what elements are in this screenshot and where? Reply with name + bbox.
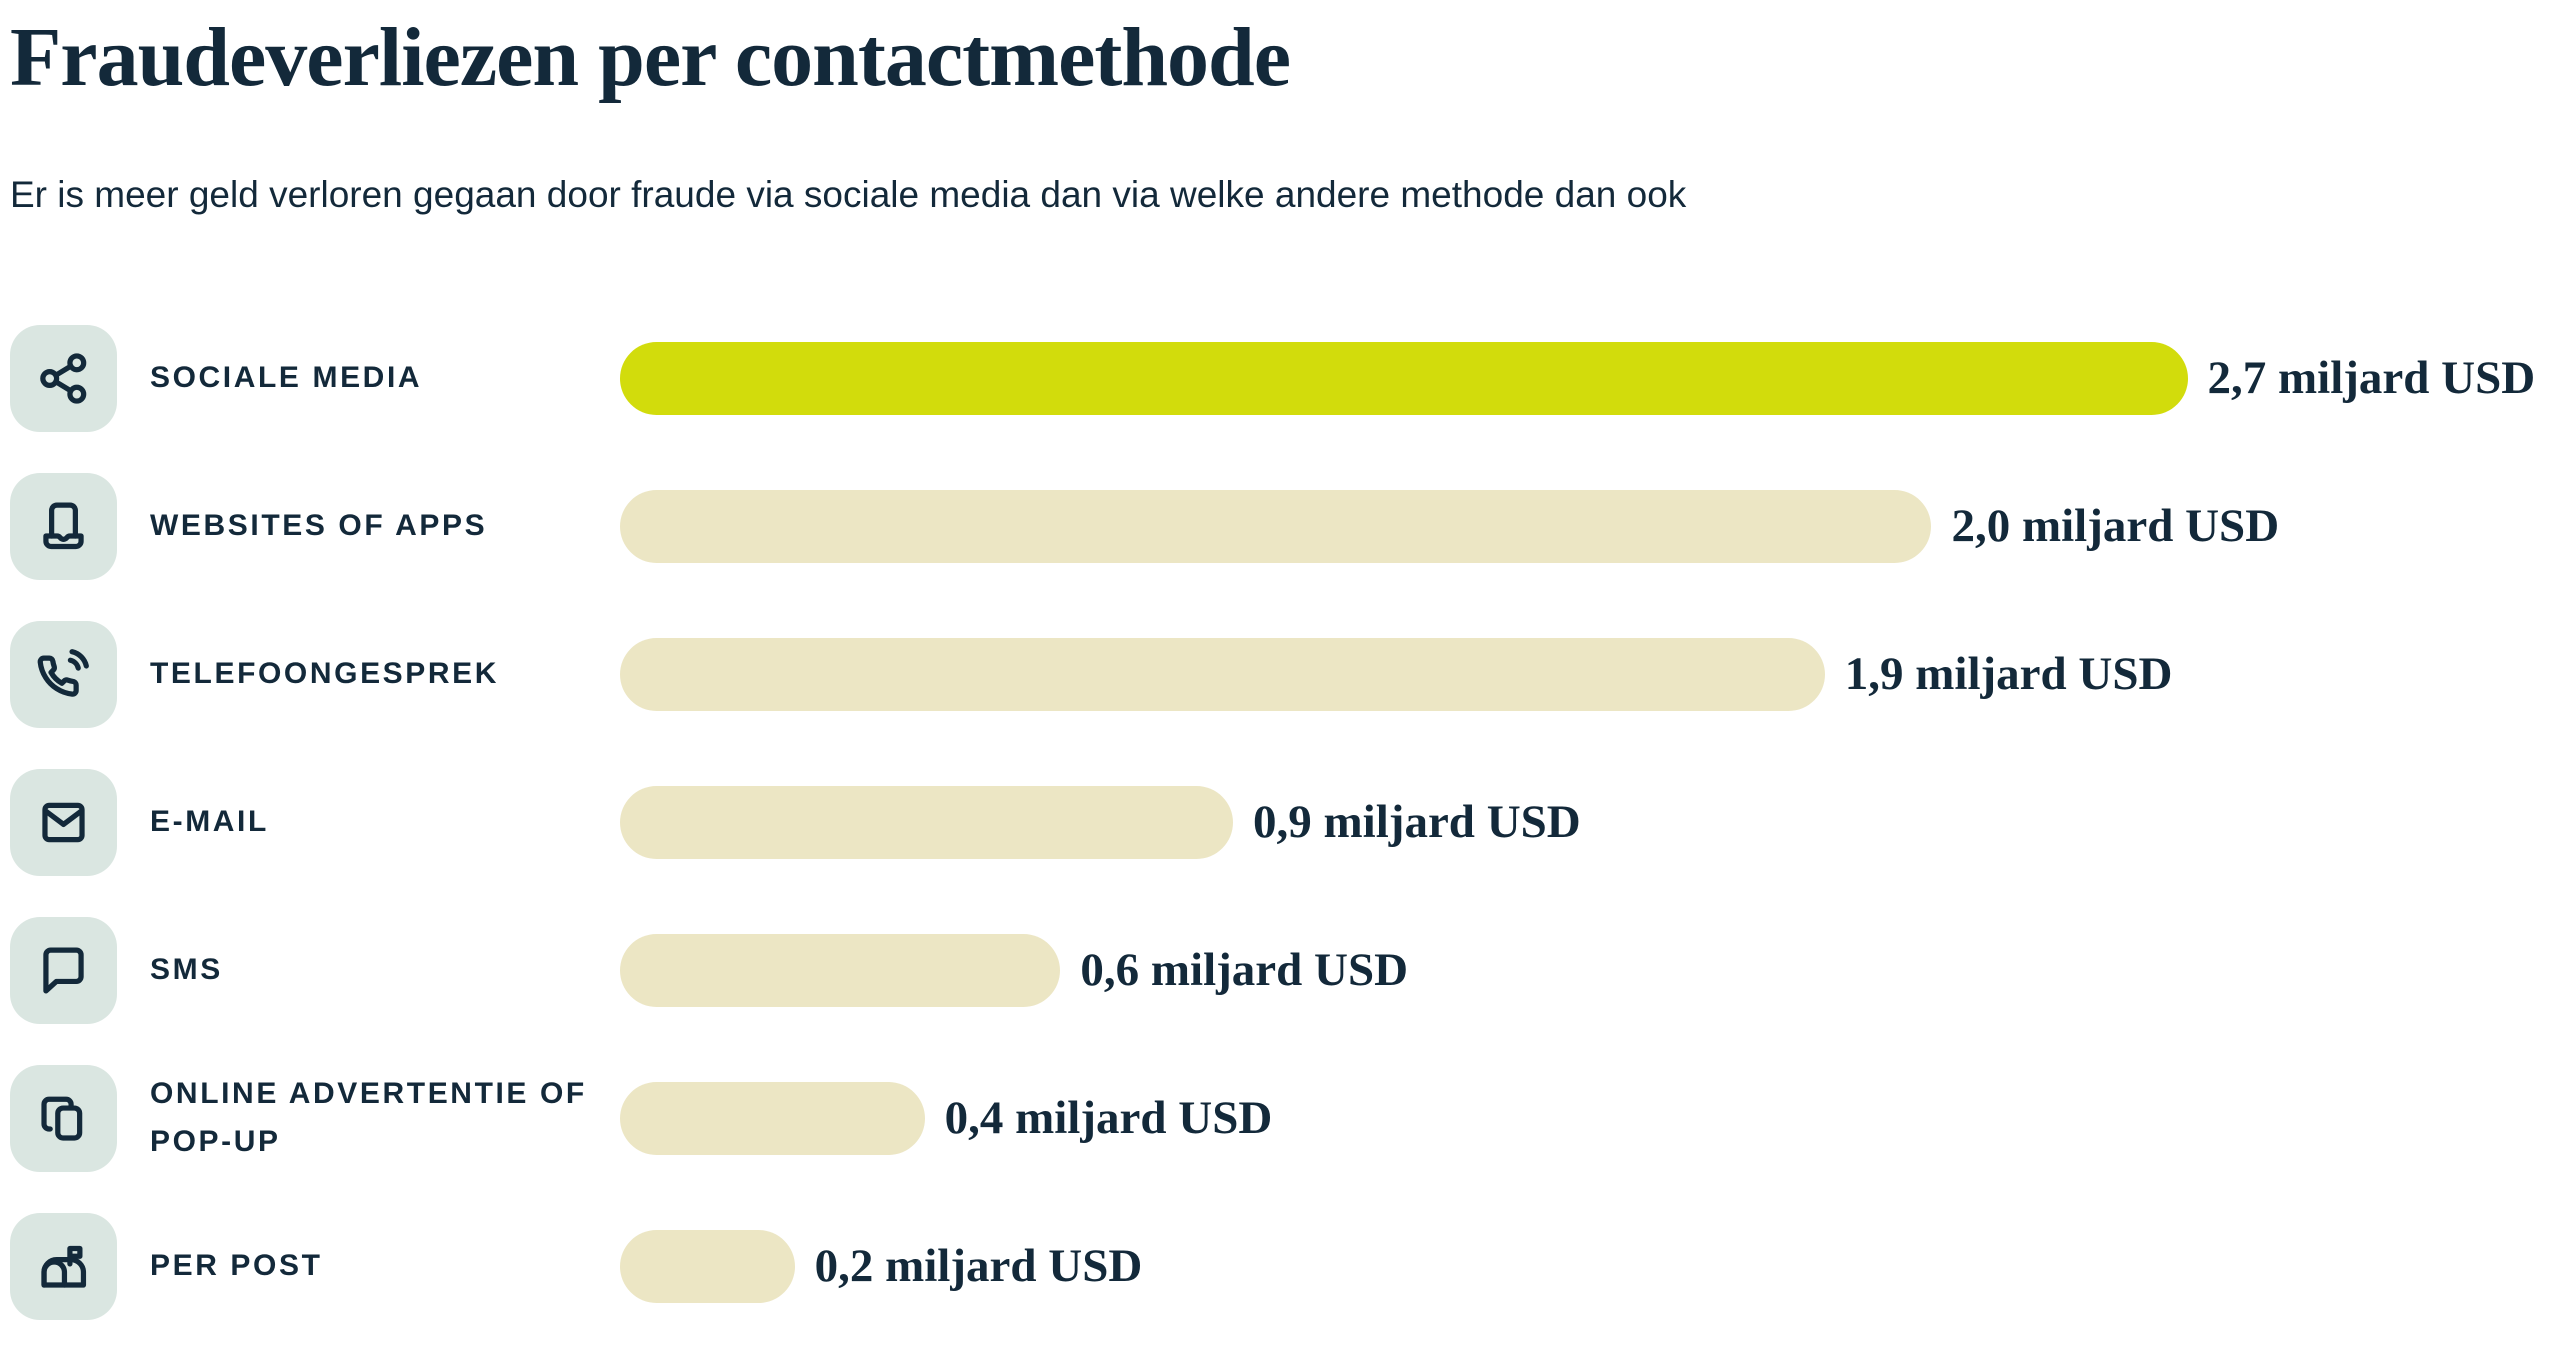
copy-windows-icon — [41, 1096, 83, 1141]
chart-row-sociale-media: SOCIALE MEDIA 2,7 miljard USD — [10, 324, 2560, 432]
bar — [620, 341, 2188, 415]
icon-tile — [10, 620, 117, 728]
bar — [620, 489, 1932, 563]
chart-row-per-post: PER POST 0,2 miljard USD — [10, 1212, 2560, 1320]
chart-row-sms: SMS 0,6 miljard USD — [10, 916, 2560, 1024]
chart-row-telefoongesprek: TELEFOONGESPREK 1,9 miljard USD — [10, 620, 2560, 728]
bar-value: 0,9 miljard USD — [1253, 796, 1581, 849]
mail-icon — [42, 802, 85, 843]
bar-value: 0,6 miljard USD — [1080, 944, 1409, 997]
bar — [620, 785, 1234, 859]
chart-row-websites-of-apps: WEBSITES OF APPS 2,0 miljard USD — [10, 472, 2560, 580]
icon-tile — [10, 472, 117, 580]
category-label: TELEFOONGESPREK — [150, 657, 500, 691]
bar — [620, 1081, 925, 1155]
bar — [620, 1229, 795, 1303]
page-title: Fraudeverliezen per contactmethode — [10, 11, 1291, 104]
message-bubble-icon — [43, 947, 84, 994]
bar-value: 2,0 miljard USD — [1951, 500, 2280, 553]
laptop-icon — [43, 502, 84, 549]
category-label: SMS — [150, 953, 223, 987]
phone-call-icon — [37, 648, 89, 697]
category-label: E-MAIL — [150, 805, 269, 839]
icon-tile — [10, 1212, 117, 1320]
category-label: ONLINE ADVERTENTIE OF POP-UP — [150, 1077, 587, 1159]
mailbox-icon — [41, 1245, 87, 1288]
bar-value: 1,9 miljard USD — [1844, 648, 2173, 701]
category-label: SOCIALE MEDIA — [150, 361, 423, 395]
bar — [620, 637, 1825, 711]
icon-tile — [10, 1064, 117, 1172]
chart-row-online-advertentie: ONLINE ADVERTENTIE OF POP-UP 0,4 miljard… — [10, 1064, 2560, 1172]
category-label: PER POST — [150, 1249, 323, 1283]
bar-chart: SOCIALE MEDIA 2,7 miljard USD WEBSITES O… — [10, 324, 2560, 1320]
bar-value: 0,4 miljard USD — [944, 1092, 1273, 1145]
icon-tile — [10, 768, 117, 876]
category-label: WEBSITES OF APPS — [150, 509, 488, 543]
share-icon — [40, 353, 87, 404]
bar-value: 2,7 miljard USD — [2207, 352, 2536, 405]
bar-value: 0,2 miljard USD — [814, 1240, 1143, 1293]
page-subtitle: Er is meer geld verloren gegaan door fra… — [10, 173, 1687, 215]
bar — [620, 933, 1061, 1007]
chart-row-email: E-MAIL 0,9 miljard USD — [10, 768, 2560, 876]
icon-tile — [10, 916, 117, 1024]
icon-tile — [10, 324, 117, 432]
